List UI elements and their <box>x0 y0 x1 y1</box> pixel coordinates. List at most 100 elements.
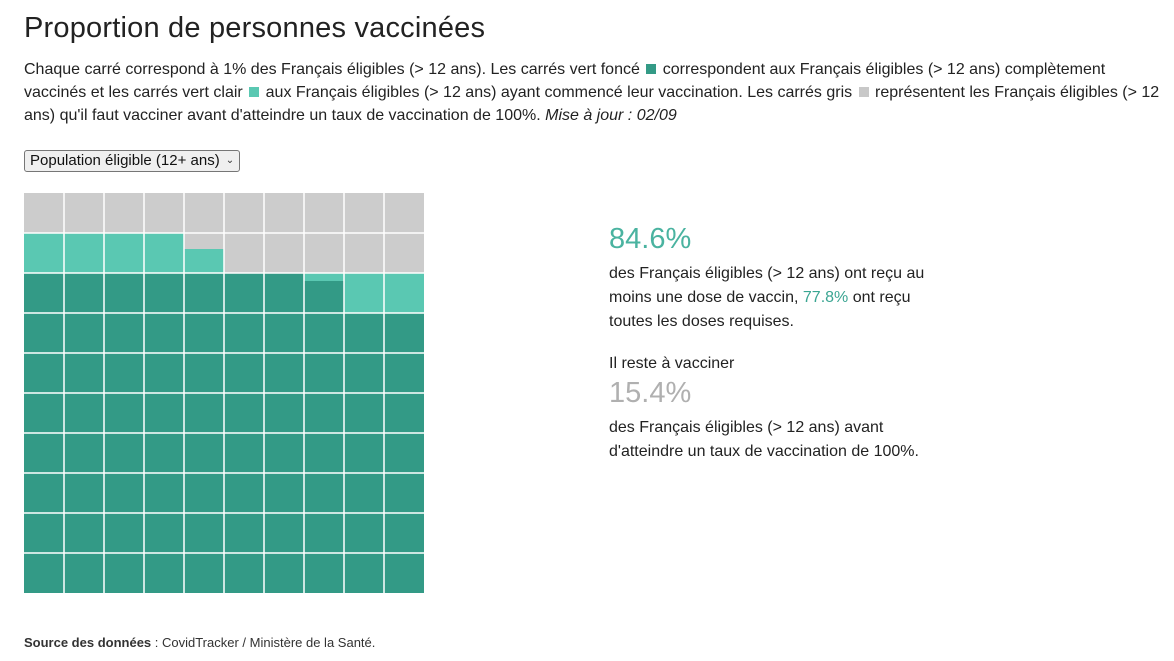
waffle-cell-full <box>344 393 384 433</box>
waffle-cell-full <box>64 353 104 393</box>
waffle-cell-full <box>264 513 304 553</box>
waffle-cell <box>224 233 264 273</box>
waffle-cell <box>144 193 184 233</box>
waffle-cell <box>384 193 424 233</box>
waffle-cell-full <box>64 393 104 433</box>
waffle-cell <box>384 233 424 273</box>
remaining-label: Il reste à vacciner <box>609 355 735 372</box>
waffle-cell-full <box>224 433 264 473</box>
waffle-cell <box>64 193 104 233</box>
waffle-cell-full <box>224 313 264 353</box>
waffle-cell-full <box>304 553 344 593</box>
waffle-cell-full <box>104 473 144 513</box>
population-select-value: Population éligible (12+ ans) <box>30 152 220 169</box>
waffle-cell-full <box>264 353 304 393</box>
stats-line2: ont reçu toutes les doses requises. <box>609 289 911 330</box>
population-select[interactable]: Population éligible (12+ ans) ⌄ <box>24 150 241 172</box>
waffle-cell-partial <box>384 273 424 313</box>
source-text: : CovidTracker / Ministère de la Santé. <box>151 635 376 650</box>
source-label: Source des données <box>24 635 152 650</box>
waffle-cell-full <box>144 393 184 433</box>
waffle-cell-full <box>24 513 64 553</box>
waffle-cell-full <box>104 273 144 313</box>
description-part4: représentent les Français éligibles (> 1… <box>24 84 1160 124</box>
waffle-cell-full <box>384 433 424 473</box>
waffle-cell <box>304 193 344 233</box>
waffle-cell-full <box>144 513 184 553</box>
waffle-cell-full <box>344 513 384 553</box>
description-part3: aux Français éligibles (> 12 ans) ayant … <box>265 84 853 101</box>
waffle-cell-full <box>184 433 224 473</box>
waffle-cell-full <box>384 393 424 433</box>
waffle-cell-full <box>224 513 264 553</box>
waffle-cell <box>264 233 304 273</box>
waffle-cell-full <box>304 281 344 313</box>
waffle-cell-full <box>104 313 144 353</box>
waffle-cell-full <box>24 393 64 433</box>
waffle-cell-full <box>304 393 344 433</box>
waffle-cell-full <box>304 433 344 473</box>
fully-vaccinated-pct: 77.8% <box>802 289 849 306</box>
waffle-cell-full <box>264 473 304 513</box>
waffle-cell <box>264 193 304 233</box>
waffle-cell <box>344 233 384 273</box>
waffle-cell-full <box>264 273 304 313</box>
waffle-cell-full <box>24 553 64 593</box>
waffle-cell-full <box>224 353 264 393</box>
waffle-cell-full <box>344 553 384 593</box>
waffle-cell-full <box>384 513 424 553</box>
description-part1: Chaque carré correspond à 1% des Françai… <box>24 61 640 78</box>
waffle-cell-full <box>104 433 144 473</box>
waffle-cell-full <box>24 433 64 473</box>
waffle-cell-partial <box>344 273 384 313</box>
waffle-cell-full <box>184 553 224 593</box>
waffle-cell-full <box>224 273 264 313</box>
waffle-cell-full <box>344 313 384 353</box>
waffle-cell-full <box>104 513 144 553</box>
waffle-cell-full <box>144 433 184 473</box>
waffle-cell-full <box>344 433 384 473</box>
waffle-cell-full <box>264 313 304 353</box>
chevron-down-icon: ⌄ <box>225 155 235 166</box>
waffle-cell-full <box>104 393 144 433</box>
waffle-cell-full <box>64 273 104 313</box>
at-least-one-dose-pct: 84.6% <box>609 223 692 255</box>
waffle-cell-full <box>184 353 224 393</box>
remaining-swatch <box>858 87 869 97</box>
waffle-cell-full <box>304 473 344 513</box>
waffle-cell-full <box>344 353 384 393</box>
waffle-cell-full <box>184 393 224 433</box>
page-title: Proportion de personnes vaccinées <box>24 12 486 44</box>
waffle-cell-full <box>24 473 64 513</box>
waffle-cell <box>224 193 264 233</box>
waffle-cell-full <box>184 273 224 313</box>
waffle-cell-partial <box>144 233 184 273</box>
waffle-cell-full <box>144 273 184 313</box>
waffle-cell-partial <box>104 233 144 273</box>
waffle-cell-full <box>64 553 104 593</box>
waffle-cell-full <box>384 553 424 593</box>
waffle-cell-full <box>24 273 64 313</box>
waffle-cell-full <box>304 313 344 353</box>
waffle-cell-full <box>264 553 304 593</box>
waffle-cell-full <box>64 473 104 513</box>
waffle-cell-full <box>24 353 64 393</box>
waffle-cell-partial <box>184 249 224 273</box>
description-part2: correspondent aux Français éligibles (> … <box>24 61 1106 101</box>
waffle-cell-partial <box>24 233 64 273</box>
remaining-text: des Français éligibles (> 12 ans) avant … <box>609 419 919 460</box>
update-date: Mise à jour : 02/09 <box>545 107 677 124</box>
at-least-one-dose-text: des Français éligibles (> 12 ans) ont re… <box>609 262 949 334</box>
waffle-cell <box>184 193 224 233</box>
waffle-cell-full <box>344 473 384 513</box>
waffle-cell <box>104 193 144 233</box>
waffle-cell-full <box>384 313 424 353</box>
waffle-cell-partial <box>64 233 104 273</box>
remaining-pct: 15.4% <box>609 377 692 409</box>
waffle-cell-full <box>144 353 184 393</box>
waffle-cell-full <box>64 313 104 353</box>
waffle-cell-full <box>224 393 264 433</box>
waffle-cell-full <box>104 553 144 593</box>
waffle-chart <box>24 193 424 593</box>
waffle-cell-full <box>304 353 344 393</box>
